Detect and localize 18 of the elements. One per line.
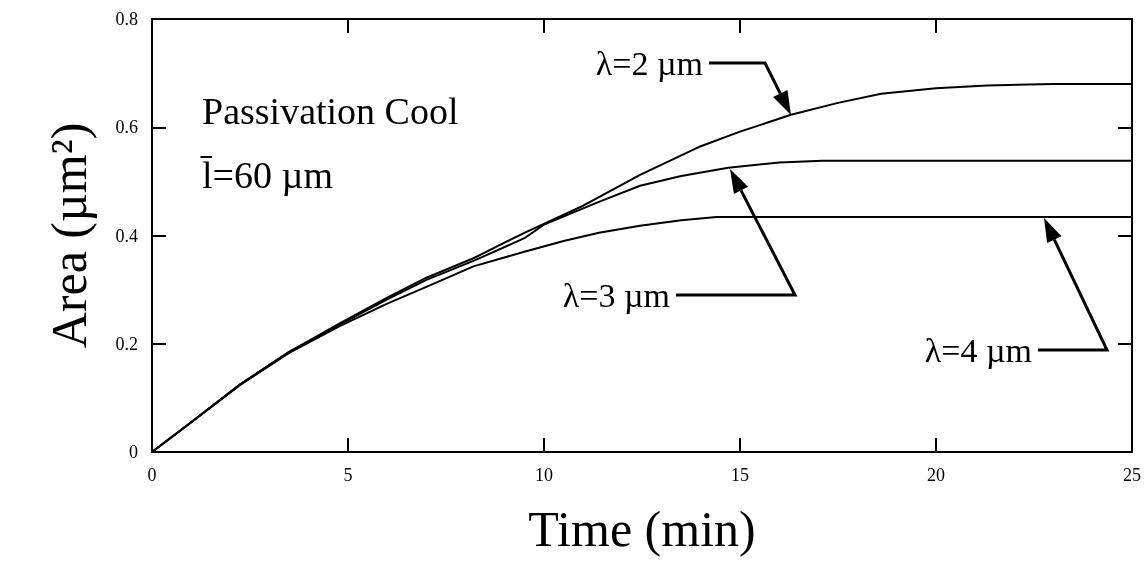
- x-tick-label: 10: [535, 465, 553, 485]
- y-axis-title: Area (µm²): [41, 122, 97, 349]
- x-axis-title: Time (min): [528, 501, 756, 557]
- y-tick-label: 0.6: [115, 117, 138, 138]
- x-tick-label: 0: [147, 465, 157, 485]
- annotation: Passivation Cool: [202, 90, 459, 132]
- x-tick-label: 15: [731, 465, 749, 485]
- x-tick-label: 20: [927, 465, 945, 485]
- x-tick-label: 25: [1123, 465, 1141, 485]
- annotation: l̄=60 µm: [200, 154, 333, 196]
- annotation: λ=4 µm: [924, 331, 1032, 369]
- annotation: λ=3 µm: [562, 276, 670, 314]
- y-tick-label: 0: [129, 442, 138, 462]
- y-tick-label: 0.8: [115, 9, 138, 29]
- y-tick-label: 0.4: [115, 225, 138, 246]
- y-tick-label: 0.2: [115, 333, 138, 354]
- x-tick-label: 5: [343, 465, 353, 485]
- annotation: λ=2 µm: [595, 44, 703, 82]
